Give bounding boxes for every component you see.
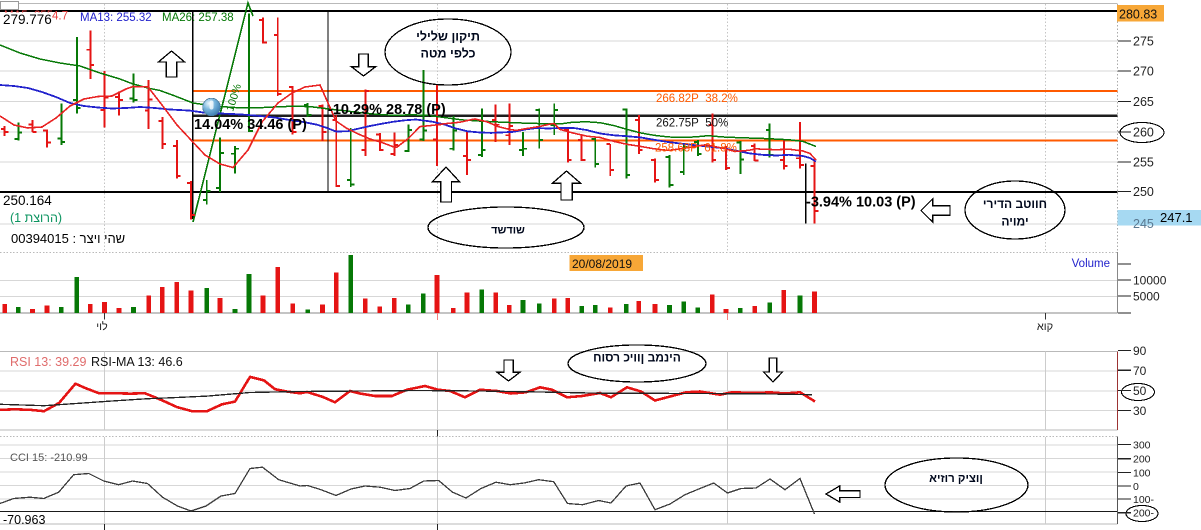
svg-text:MA26: 257.38: MA26: 257.38 [162, 12, 234, 24]
svg-text:279.776: 279.776 [3, 12, 52, 27]
svg-text:14.04% 34.46 (P): 14.04% 34.46 (P) [194, 117, 307, 133]
svg-text:ימויה: ימויה [1001, 215, 1028, 229]
svg-text:50: 50 [1133, 384, 1147, 398]
svg-text:255: 255 [1133, 156, 1154, 170]
svg-text:תיקון שלילי: תיקון שלילי [416, 30, 480, 44]
svg-text:265: 265 [1133, 95, 1154, 109]
svg-text:30: 30 [1133, 404, 1147, 418]
svg-text:כלפי מטה: כלפי מטה [420, 47, 475, 61]
svg-text:300: 300 [1133, 440, 1151, 452]
svg-text:-3.94% 10.03 (P): -3.94% 10.03 (P) [806, 195, 916, 211]
svg-text:ןוציק רוזיא: ןוציק רוזיא [929, 473, 983, 485]
svg-text:250: 250 [1133, 185, 1154, 199]
svg-text:CCI 15: -210.99: CCI 15: -210.99 [10, 452, 88, 464]
svg-text:MA5: 255.08: MA5: 255.08 [4, 10, 69, 22]
svg-text:275: 275 [1133, 35, 1154, 49]
svg-text:200-: 200- [1133, 508, 1155, 520]
svg-text:5000: 5000 [1133, 290, 1160, 304]
svg-text:0: 0 [1133, 481, 1139, 493]
svg-text:חווטב הדירי: חווטב הדירי [983, 197, 1047, 211]
svg-text:100-: 100- [1133, 494, 1155, 506]
svg-text:הינמב ןוויכ רסוח: הינמב ןוויכ רסוח [593, 351, 681, 365]
svg-text:קוא: קוא [1037, 321, 1053, 333]
svg-text:MA13: 255.32: MA13: 255.32 [80, 12, 152, 24]
svg-text:90: 90 [1133, 344, 1147, 358]
svg-text:245: 245 [1133, 217, 1154, 231]
svg-text:266.82P 38.2%: 266.82P 38.2% [656, 93, 738, 105]
svg-text:Volume: Volume [1072, 258, 1110, 270]
svg-text:200: 200 [1133, 454, 1151, 466]
svg-text:-10.29% 28.78 (P): -10.29% 28.78 (P) [328, 102, 446, 118]
svg-text:250.164: 250.164 [3, 193, 52, 208]
svg-text:20/08/2019: 20/08/2019 [572, 257, 632, 271]
svg-text:247.1: 247.1 [1160, 210, 1193, 225]
svg-text:(1 תצורה): (1 תצורה) [10, 211, 62, 225]
svg-text:70: 70 [1133, 364, 1147, 378]
svg-text:שודשד: שודשד [491, 225, 525, 237]
svg-text:לוי: לוי [96, 320, 108, 333]
svg-text:258.68P 61.8%: 258.68P 61.8% [655, 143, 737, 155]
svg-text:270: 270 [1133, 65, 1154, 79]
svg-text:262.75P 50%: 262.75P 50% [656, 118, 728, 130]
svg-text:4.7: 4.7 [52, 11, 68, 23]
svg-text:260: 260 [1133, 126, 1154, 140]
svg-text:-70.963: -70.963 [3, 513, 45, 527]
svg-text:RSI 13: 39.29: RSI 13: 39.29 [10, 355, 86, 369]
svg-text:00394015 : רציו יהש: 00394015 : רציו יהש [11, 231, 125, 246]
svg-text:RSI-MA 13: 46.6: RSI-MA 13: 46.6 [91, 355, 183, 369]
svg-text:10000: 10000 [1133, 274, 1167, 288]
svg-text:280.83: 280.83 [1119, 8, 1157, 22]
svg-text:100: 100 [1133, 467, 1151, 479]
